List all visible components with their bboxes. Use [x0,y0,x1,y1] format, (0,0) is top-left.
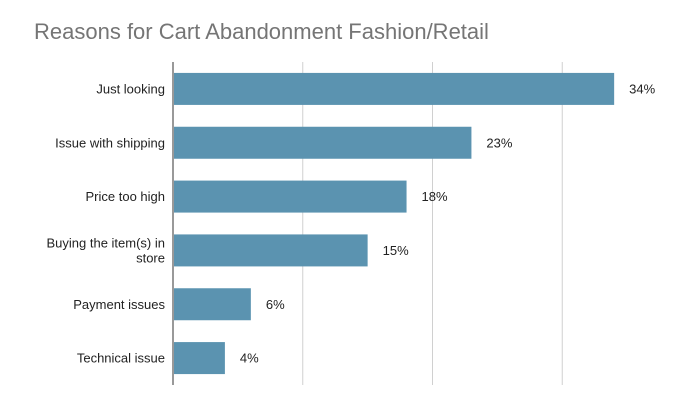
value-label: 34% [629,81,655,96]
bar [174,180,407,213]
category-label: Buying the item(s) in store [47,235,166,265]
value-labels: 34% 23% 18% 15% 6% 4% [240,81,656,365]
chart-title: Reasons for Cart Abandonment Fashion/Ret… [34,19,489,44]
bar [174,288,251,321]
category-label: Technical issue [77,351,165,366]
bar [174,342,225,375]
bar [174,234,368,267]
category-label: Just looking [96,81,165,96]
bars [174,72,615,375]
gridlines [302,62,563,385]
category-label: Issue with shipping [55,135,165,150]
category-label: Price too high [86,189,166,204]
value-label: 23% [486,135,512,150]
value-label: 18% [422,189,448,204]
bar [174,126,472,159]
value-label: 6% [266,297,285,312]
value-label: 4% [240,351,259,366]
value-label: 15% [383,243,409,258]
bar [174,72,615,105]
category-label: Payment issues [73,297,165,312]
category-labels: Just looking Issue with shipping Price too… [47,81,166,365]
